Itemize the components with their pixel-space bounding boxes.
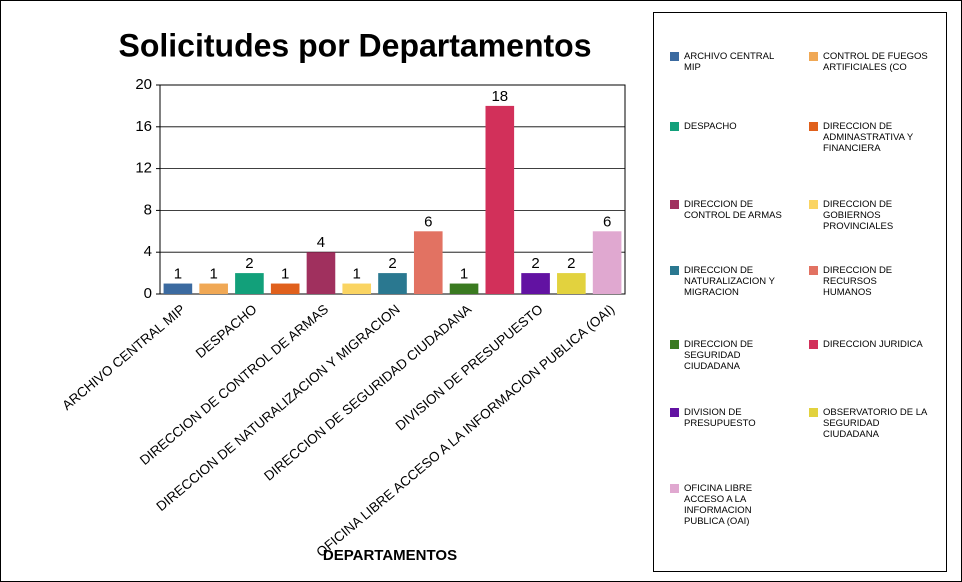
legend-swatch [670,52,679,61]
bar [521,273,550,294]
y-tick-label: 8 [144,201,152,218]
legend-item: OFICINA LIBRE ACCESO A LA INFORMACION PU… [670,483,805,527]
legend-swatch [670,122,679,131]
data-label: 6 [424,213,432,230]
bar [270,283,300,294]
bar [557,273,586,294]
legend-item: ARCHIVO CENTRAL MIP [670,51,805,73]
chart-title: Solicitudes por Departamentos [119,27,592,63]
y-tick-label: 4 [144,243,152,260]
data-label: 6 [603,213,611,230]
data-label: 2 [388,255,396,272]
data-label: 1 [174,266,182,283]
bar [199,283,228,294]
legend-label: DIRECCION DE CONTROL DE ARMAS [684,199,782,221]
legend-swatch [670,266,679,275]
legend-label: DIRECCION DE NATURALIZACION Y MIGRACION [684,265,775,298]
legend-label: DIRECCION JURIDICA [823,339,923,350]
legend-label: DIRECCION DE ADMINASTRATIVA Y FINANCIERA [823,121,914,154]
data-label: 1 [353,266,361,283]
legend-label: ARCHIVO CENTRAL MIP [684,51,774,73]
legend: ARCHIVO CENTRAL MIP CONTROL DE FUEGOS ART… [653,12,947,572]
bar [306,252,336,294]
bar [413,231,443,294]
data-label: 2 [567,255,575,272]
legend-label: DIRECCION DE SEGURIDAD CIUDADANA [684,339,754,372]
legend-swatch [670,484,679,493]
legend-swatch [809,340,818,349]
legend-item: DIVISION DE PRESUPUESTO [670,407,805,429]
y-tick-label: 0 [144,285,152,302]
legend-label: DIVISION DE PRESUPUESTO [684,407,756,429]
data-label: 1 [460,266,468,283]
legend-item: DIRECCION DE SEGURIDAD CIUDADANA [670,339,805,372]
legend-swatch [670,408,679,417]
legend-label: OBSERVATORIO DE LA SEGURIDAD CIUDADANA [823,407,927,440]
bar [235,273,264,294]
legend-label: DIRECCION DE GOBIERNOS PROVINCIALES [823,199,894,232]
legend-item: DIRECCION DE ADMINASTRATIVA Y FINANCIERA [809,121,944,154]
bar [378,273,407,294]
bar [342,283,372,294]
legend-swatch [809,52,818,61]
legend-label: CONTROL DE FUEGOS ARTIFICIALES (CO [823,51,928,73]
data-label: 2 [531,255,539,272]
legend-label: DIRECCION DE RECURSOS HUMANOS [823,265,893,298]
legend-swatch [809,266,818,275]
legend-label: DESPACHO [684,121,737,132]
legend-item: DESPACHO [670,121,805,132]
legend-item: DIRECCION DE NATURALIZACION Y MIGRACION [670,265,805,298]
plot-area [159,84,626,295]
legend-swatch [809,408,818,417]
x-axis-title: DEPARTAMENTOS [323,547,457,564]
bar [163,283,193,294]
y-tick-label: 12 [135,160,152,177]
legend-swatch [670,340,679,349]
legend-swatch [809,122,818,131]
legend-item: DIRECCION DE CONTROL DE ARMAS [670,199,805,221]
legend-swatch [809,200,818,209]
legend-item: DIRECCION DE RECURSOS HUMANOS [809,265,944,298]
data-label: 1 [281,266,289,283]
legend-label: OFICINA LIBRE ACCESO A LA INFORMACION PU… [684,483,753,527]
legend-item: DIRECCION DE GOBIERNOS PROVINCIALES [809,199,944,232]
bar [485,105,515,295]
bar [592,231,622,294]
y-tick-label: 20 [135,76,152,93]
data-label: 2 [245,255,253,272]
legend-swatch [670,200,679,209]
data-label: 18 [491,88,508,105]
data-label: 1 [209,266,217,283]
legend-item: OBSERVATORIO DE LA SEGURIDAD CIUDADANA [809,407,944,440]
data-label: 4 [317,234,325,251]
y-tick-label: 16 [135,118,152,135]
legend-item: CONTROL DE FUEGOS ARTIFICIALES (CO [809,51,944,73]
legend-item: DIRECCION JURIDICA [809,339,944,350]
bar [449,283,479,294]
